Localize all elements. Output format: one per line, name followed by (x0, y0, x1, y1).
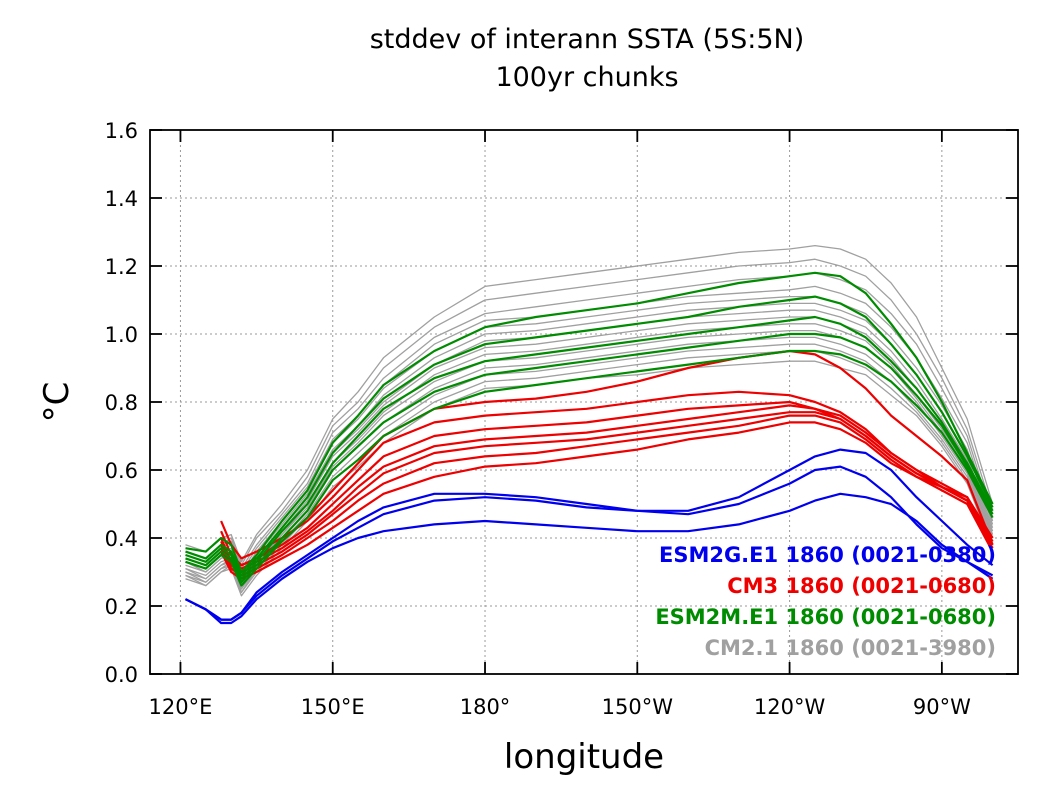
y-tick-label: 0.8 (105, 391, 138, 415)
x-tick-label: 120°E (149, 695, 213, 719)
y-tick-label: 1.0 (105, 323, 138, 347)
ticks: 120°E 150°E 180° 150°W 120°W 90°W 0.0 0.2 0.4 0.6… (105, 119, 1018, 719)
series-line-cm3-17 (220, 411, 994, 574)
x-tick-label: 120°W (754, 695, 826, 719)
legend-entry: ESM2M.E1 1860 (0021-0680) (655, 605, 996, 629)
plot-area (185, 244, 994, 625)
y-tick-label: 0.2 (105, 595, 138, 619)
series-line-esm2m-e1-25 (185, 349, 994, 587)
series-line-cm2-1-2 (185, 272, 994, 570)
series-line-cm3-18 (220, 414, 994, 577)
series-line-esm2g-e1-28 (185, 492, 994, 625)
y-tick-label: 0.6 (105, 459, 138, 483)
x-tick-label: 180° (460, 695, 511, 719)
series-line-esm2g-e1-27 (185, 448, 994, 621)
series-line-cm2-1-10 (185, 336, 994, 590)
y-tick-label: 1.4 (105, 187, 138, 211)
legend-entry: CM2.1 1860 (0021-3980) (705, 636, 996, 660)
y-axis-label: °C (37, 382, 77, 423)
chart-subtitle: 100yr chunks (495, 62, 678, 93)
series-line-esm2m-e1-24 (185, 332, 994, 584)
series-line-esm2m-e1-21 (185, 271, 994, 574)
series-line-cm2-1-0 (185, 244, 994, 563)
chart-title: stddev of interann SSTA (5S:5N) (370, 24, 805, 55)
series-line-cm2-1-12 (185, 350, 994, 594)
legend: ESM2G.E1 1860 (0021-0380) CM3 1860 (0021-… (655, 543, 996, 660)
x-tick-label: 150°E (301, 695, 365, 719)
x-tick-label: 150°W (602, 695, 674, 719)
legend-entry: CM3 1860 (0021-0680) (727, 574, 996, 598)
y-tick-label: 1.6 (105, 119, 138, 143)
y-tick-label: 1.2 (105, 255, 138, 279)
series-line-cm3-16 (220, 404, 994, 570)
series-line-cm3-14 (220, 390, 994, 560)
x-tick-label: 90°W (913, 695, 971, 719)
series-line-esm2m-e1-22 (185, 295, 994, 577)
x-axis-label: longitude (504, 737, 664, 777)
series-line-cm3-19 (220, 421, 994, 580)
y-tick-label: 0.0 (105, 663, 138, 687)
series-line-esm2m-e1-23 (185, 315, 994, 580)
y-tick-label: 0.4 (105, 527, 138, 551)
legend-entry: ESM2G.E1 1860 (0021-0380) (659, 543, 996, 567)
